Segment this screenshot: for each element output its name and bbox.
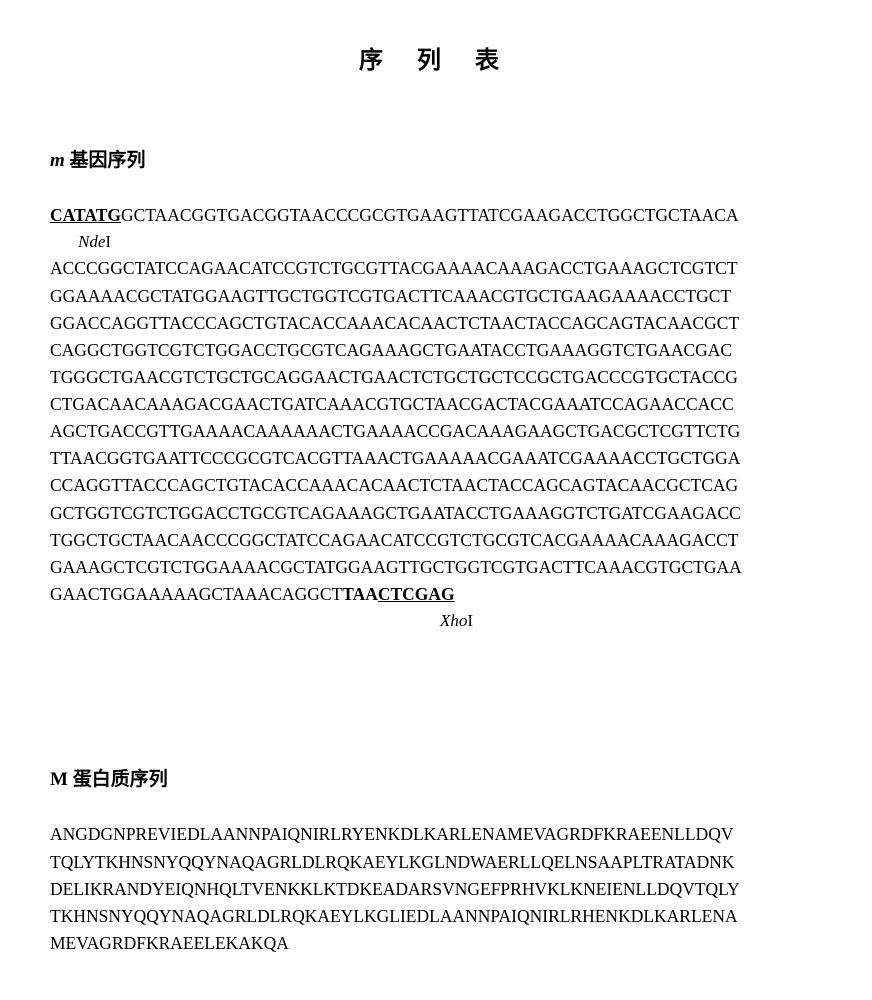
- protein-sequence-block: ANGDGNPREVIEDLAANNPAIQNIRLRYENKDLKARLENA…: [50, 821, 822, 957]
- xhoi-site: CTCGAG: [378, 584, 455, 604]
- gene-section-heading: m 基因序列: [50, 145, 822, 172]
- gene-seq-line-12: TGGCTGCTAACAACCCGGCTATCCAGAACATCCGTCTGCG…: [50, 527, 822, 554]
- gene-seq-line-2: ACCCGGCTATCCAGAACATCCGTCTGCGTTACGAAAACAA…: [50, 255, 822, 282]
- gene-seq-line-10: CCAGGTTACCCAGCTGTACACCAAACACAACTCTAACTAC…: [50, 472, 822, 499]
- protein-heading-rest: 蛋白质序列: [68, 769, 168, 790]
- protein-section-heading: M 蛋白质序列: [50, 764, 822, 791]
- gene-seq-line-7: CTGACAACAAAGACGAACTGATCAAACGTGCTAACGACTA…: [50, 391, 822, 418]
- protein-seq-line-4: TKHNSNYQQYNAQAGRLDLRQKAEYLKGLIEDLAANNPAI…: [50, 903, 822, 930]
- gene-seq-line-6: TGGGCTGAACGTCTGCTGCAGGAACTGAACTCTGCTGCTC…: [50, 364, 822, 391]
- ndei-label-roman: I: [105, 232, 111, 251]
- protein-seq-line-1: ANGDGNPREVIEDLAANNPAIQNIRLRYENKDLKARLENA…: [50, 821, 822, 848]
- gene-seq-line1-rest: GCTAACGGTGACGGTAACCCGCGTGAAGTTATCGAAGACC…: [121, 205, 739, 225]
- gene-seq-line-9: TTAACGGTGAATTCCCGCGTCACGTTAAACTGAAAAACGA…: [50, 445, 822, 472]
- xhoi-label-roman: I: [467, 611, 473, 630]
- gene-seq-line-14: GAACTGGAAAAAGCTAAACAGGCTTAACTCGAG: [50, 581, 822, 608]
- gene-seq-line-3: GGAAAACGCTATGGAAGTTGCTGGTCGTGACTTCAAACGT…: [50, 283, 822, 310]
- gene-sequence-block: CATATGGCTAACGGTGACGGTAACCCGCGTGAAGTTATCG…: [50, 202, 822, 634]
- page-title: 序 列 表: [50, 40, 822, 75]
- gene-heading-rest: 基因序列: [65, 150, 146, 171]
- section-spacer: [50, 634, 822, 724]
- ndei-label-italic: Nde: [78, 232, 105, 251]
- gene-seq-line-4: GGACCAGGTTACCCAGCTGTACACCAAACACAACTCTAAC…: [50, 310, 822, 337]
- xhoi-label-italic: Xho: [440, 611, 467, 630]
- gene-seq-line-11: GCTGGTCGTCTGGACCTGCGTCAGAAAGCTGAATACCTGA…: [50, 500, 822, 527]
- protein-seq-line-2: TQLYTKHNSNYQQYNAQAGRLDLRQKAEYLKGLNDWAERL…: [50, 849, 822, 876]
- xhoi-label: XhoI: [50, 608, 822, 634]
- protein-seq-line-3: DELIKRANDYEIQNHQLTVENKKLKTDKEADARSVNGEFP…: [50, 876, 822, 903]
- gene-seq-line-8: AGCTGACCGTTGAAAACAAAAAACTGAAAACCGACAAAGA…: [50, 418, 822, 445]
- stop-codon: TAA: [342, 584, 378, 604]
- gene-seq-line-5: CAGGCTGGTCGTCTGGACCTGCGTCAGAAAGCTGAATACC…: [50, 337, 822, 364]
- ndei-label: NdeI: [50, 229, 822, 255]
- gene-seq-line-13: GAAAGCTCGTCTGGAAAACGCTATGGAAGTTGCTGGTCGT…: [50, 554, 822, 581]
- protein-heading-prefix: M: [50, 769, 68, 790]
- protein-seq-line-5: MEVAGRDFKRAEELEKAKQA: [50, 930, 822, 957]
- gene-seq-line14-main: GAACTGGAAAAAGCTAAACAGGCT: [50, 584, 342, 604]
- ndei-site: CATATG: [50, 205, 121, 225]
- gene-seq-line-1: CATATGGCTAACGGTGACGGTAACCCGCGTGAAGTTATCG…: [50, 202, 822, 229]
- gene-heading-italic: m: [50, 150, 65, 171]
